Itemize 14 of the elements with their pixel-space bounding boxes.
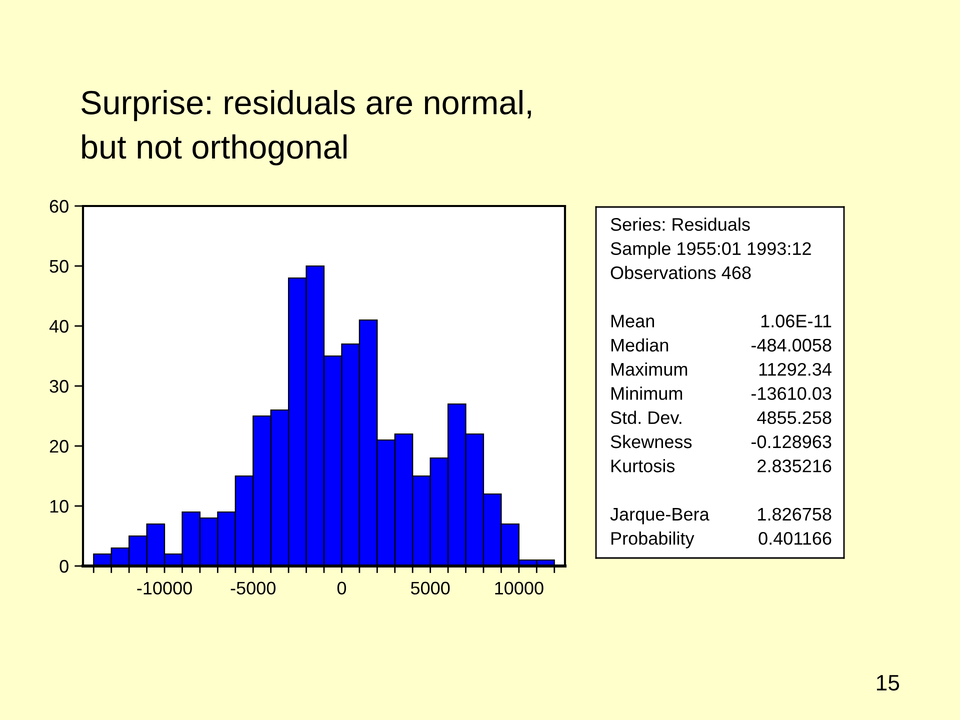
y-tick-label: 40 <box>49 320 68 333</box>
x-tick-label: -5000 <box>230 582 276 595</box>
x-tick-label: 5000 <box>410 582 450 595</box>
text: 15 <box>876 675 900 691</box>
y-tick-label: 20 <box>50 440 68 453</box>
x-tick-label: 10000 <box>495 582 544 595</box>
y-tick-label: 10 <box>50 500 68 513</box>
y-tick-label: 0 <box>60 560 68 573</box>
y-tick-label: 30 <box>50 380 68 393</box>
x-tick-label: 0 <box>337 582 346 595</box>
x-tick-label: -10000 <box>137 582 192 595</box>
y-tick-label: 50 <box>50 260 68 273</box>
y-tick-label: 60 <box>50 200 68 213</box>
chart-title: Surprise: residuals are normal, but not orthogonal <box>82 90 531 166</box>
